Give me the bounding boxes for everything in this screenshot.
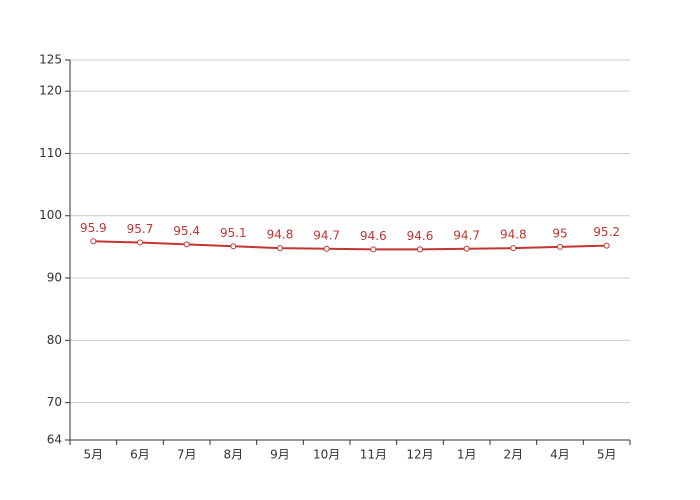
y-tick-label: 110 — [39, 146, 62, 160]
line — [93, 240, 607, 251]
x-tick-label: 10月 — [313, 448, 340, 462]
point — [463, 245, 470, 252]
point — [183, 241, 190, 248]
point — [603, 242, 610, 249]
value-label: 95.1 — [220, 226, 247, 240]
value-label: 95.4 — [173, 224, 200, 238]
point — [557, 243, 563, 250]
x-tick-label: 5月 — [597, 448, 617, 462]
point — [277, 245, 283, 252]
value-label: 94.6 — [407, 229, 434, 243]
point — [323, 245, 330, 252]
x-tick-label: 5月 — [84, 448, 104, 462]
value-label: 94.7 — [453, 228, 480, 242]
y-tick-label: 90 — [47, 271, 62, 285]
x-tick-label: 6月 — [130, 448, 150, 462]
point — [90, 238, 97, 245]
point — [230, 243, 237, 250]
y-tick-label: 125 — [39, 53, 62, 67]
x-tick-label: 11月 — [360, 448, 387, 462]
y-tick-label: 70 — [47, 395, 62, 409]
x-tick-label: 8月 — [224, 448, 244, 462]
point — [510, 245, 517, 252]
y-tick-label: 80 — [47, 333, 62, 347]
x-tick-label: 4月 — [550, 448, 570, 462]
value-label: 94.7 — [313, 228, 340, 242]
y-tick-label: 120 — [39, 84, 62, 98]
x-tick-label: 12月 — [406, 448, 433, 462]
y-tick-label: 100 — [39, 208, 62, 222]
x-tick-label: 1月 — [457, 448, 477, 462]
value-label: 95.9 — [80, 221, 107, 235]
point — [137, 239, 143, 246]
point — [417, 246, 423, 253]
value-label: 95.7 — [127, 222, 154, 236]
x-tick-label: 9月 — [270, 448, 290, 462]
value-label: 94.8 — [500, 228, 527, 242]
value-label: 95.2 — [593, 225, 620, 239]
value-label: 94.8 — [267, 228, 294, 242]
x-tick-label: 7月 — [177, 448, 197, 462]
y-tick-label: 64 — [47, 433, 62, 447]
value-label: 95 — [552, 226, 567, 240]
x-tick-label: 2月 — [504, 448, 524, 462]
value-label: 94.6 — [360, 229, 387, 243]
point — [370, 246, 377, 253]
